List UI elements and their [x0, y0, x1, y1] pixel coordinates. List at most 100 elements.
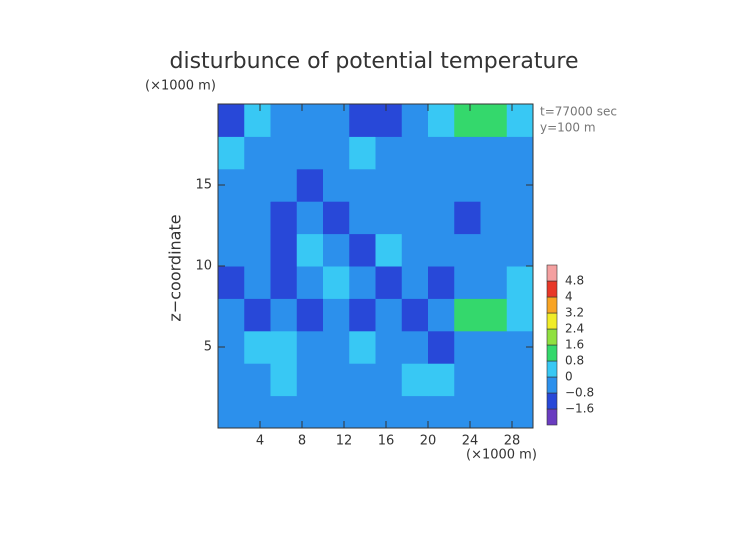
- field-cell: [244, 136, 271, 170]
- field-cell: [454, 395, 481, 429]
- field-cell: [296, 104, 324, 137]
- field-cell: [349, 233, 376, 267]
- field-cell: [296, 266, 324, 299]
- field-cell: [218, 266, 245, 299]
- field-cell: [428, 104, 455, 137]
- field-cell: [428, 266, 455, 299]
- colorbar-label: 4.8: [565, 274, 584, 288]
- colorbar-band: [546, 264, 558, 282]
- field-cell: [349, 330, 376, 364]
- colorbar-band: [546, 312, 558, 330]
- field-cell: [428, 136, 455, 170]
- colorbar-band: [546, 408, 558, 426]
- field-cell: [270, 104, 298, 137]
- field-cell: [349, 168, 376, 202]
- field-cell: [270, 233, 298, 267]
- x-tick-label: 24: [462, 434, 479, 449]
- field-cell: [401, 363, 429, 397]
- field-cell: [323, 201, 350, 235]
- colorbar-band: [546, 280, 558, 298]
- field-cell: [244, 298, 271, 332]
- colorbar-label: 0.8: [565, 354, 584, 368]
- field-cell: [401, 201, 429, 235]
- x-tick-label: 20: [420, 434, 437, 449]
- colorbar-label: 0: [565, 370, 573, 384]
- x-tick-label: 4: [256, 434, 264, 449]
- field-cell: [244, 395, 271, 429]
- field-cell: [506, 104, 534, 137]
- field-cell: [349, 395, 376, 429]
- field-cell: [349, 298, 376, 332]
- field-cell: [480, 104, 508, 137]
- field-cell: [349, 363, 376, 397]
- field-cell: [428, 363, 455, 397]
- field-cell: [244, 266, 271, 299]
- field-cell: [428, 298, 455, 332]
- y-unit: (×1000 m): [145, 79, 216, 94]
- field-cell: [375, 330, 403, 364]
- field-cell: [401, 168, 429, 202]
- field-cell: [296, 395, 324, 429]
- field-cell: [506, 363, 534, 397]
- field-cell: [454, 266, 481, 299]
- field-cell: [375, 266, 403, 299]
- field-cell: [270, 168, 298, 202]
- field-cell: [218, 233, 245, 267]
- x-tick-label: 12: [336, 434, 353, 449]
- field-cell: [480, 298, 508, 332]
- field-cell: [349, 266, 376, 299]
- y-axis-label: z−coordinate: [166, 214, 185, 321]
- field-cell: [506, 136, 534, 170]
- colorbar-label: 4: [565, 290, 573, 304]
- field-cell: [506, 298, 534, 332]
- field-cell: [323, 298, 350, 332]
- field-cell: [428, 168, 455, 202]
- field-cell: [296, 136, 324, 170]
- field-cell: [244, 363, 271, 397]
- field-cell: [454, 233, 481, 267]
- field-cell: [323, 363, 350, 397]
- field-cell: [270, 298, 298, 332]
- field-cell: [270, 330, 298, 364]
- field-cell: [506, 201, 534, 235]
- colorbar-label: 3.2: [565, 306, 584, 320]
- chart-title: disturbunce of potential temperature: [170, 49, 579, 74]
- field: [218, 104, 534, 429]
- x-unit: (×1000 m): [466, 448, 537, 463]
- colorbar-label: 2.4: [565, 322, 584, 336]
- field-cell: [506, 233, 534, 267]
- field-cell: [375, 233, 403, 267]
- colorbar-label: −0.8: [565, 386, 594, 400]
- field-cell: [270, 395, 298, 429]
- field-cell: [480, 233, 508, 267]
- field-cell: [401, 395, 429, 429]
- field-cell: [375, 136, 403, 170]
- colorbar-label: 1.6: [565, 338, 584, 352]
- field-cell: [270, 201, 298, 235]
- field-cell: [454, 201, 481, 235]
- field-cell: [296, 330, 324, 364]
- field-cell: [244, 201, 271, 235]
- field-cell: [375, 395, 403, 429]
- colorbar-band: [546, 360, 558, 378]
- field-cell: [401, 136, 429, 170]
- field-cell: [296, 168, 324, 202]
- x-tick-label: 16: [378, 434, 395, 449]
- colorbar-band: [546, 296, 558, 314]
- field-cell: [349, 104, 376, 137]
- field-cell: [270, 363, 298, 397]
- field-cell: [323, 330, 350, 364]
- field-cell: [454, 136, 481, 170]
- y-tick-label: 10: [195, 259, 212, 274]
- field-cell: [323, 266, 350, 299]
- colorbar-band: [546, 344, 558, 362]
- field-cell: [375, 363, 403, 397]
- field-cell: [323, 233, 350, 267]
- field-cell: [480, 395, 508, 429]
- field-cell: [375, 104, 403, 137]
- field-cell: [218, 136, 245, 170]
- field-cell: [323, 136, 350, 170]
- field-cell: [375, 298, 403, 332]
- field-cell: [218, 395, 245, 429]
